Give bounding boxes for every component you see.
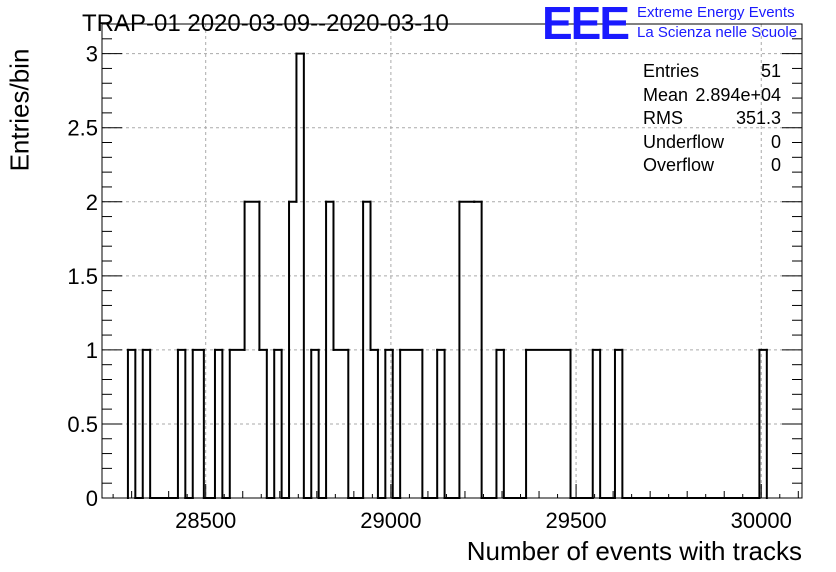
x-tick-labels: 28500 29000 29500 30000 <box>175 508 792 533</box>
y-tick-label: 2 <box>86 190 98 215</box>
y-tick-label: 0 <box>86 486 98 511</box>
x-tick-label: 28500 <box>175 508 236 533</box>
stats-value: 2.894e+04 <box>695 84 781 105</box>
grid-lines <box>102 24 802 498</box>
x-tick-label: 30000 <box>731 508 792 533</box>
stats-row-mean: Mean 2.894e+04 <box>643 84 781 108</box>
x-tick-label: 29000 <box>360 508 421 533</box>
y-tick-label: 2.5 <box>67 116 98 141</box>
chart-title: TRAP-01 2020-03-09--2020-03-10 <box>82 10 449 37</box>
axis-ticks <box>102 23 802 499</box>
stats-value: 0 <box>770 155 781 175</box>
stats-box: Entries 51 Mean 2.894e+04 RMS 351.3 Unde… <box>643 60 781 178</box>
stats-value: 351.3 <box>735 108 781 128</box>
stats-row-rms: RMS 351.3 <box>643 107 781 131</box>
y-tick-label: 1 <box>86 338 98 363</box>
stats-label: Underflow <box>643 131 725 152</box>
stats-label: Entries <box>643 61 700 81</box>
y-tick-labels: 0 0.5 1 1.5 2 2.5 3 <box>67 42 98 511</box>
y-tick-label: 0.5 <box>67 412 98 437</box>
y-axis-label: Entries/bin <box>4 48 35 172</box>
logo-line-2: La Scienza nelle Scuole <box>637 24 798 41</box>
stats-row-overflow: Overflow 0 <box>643 154 781 178</box>
stats-label: Overflow <box>643 155 715 175</box>
y-tick-label: 1.5 <box>67 264 98 289</box>
logo-line-1: Extreme Energy Events <box>637 4 795 21</box>
stats-label: RMS <box>643 108 683 128</box>
histogram-bars <box>126 52 768 499</box>
eee-logo: EEE <box>542 0 630 49</box>
logo-caption: Extreme Energy Events La Scienza nelle S… <box>637 3 797 43</box>
stats-value: 51 <box>760 61 781 81</box>
y-tick-label: 3 <box>86 42 98 67</box>
x-tick-label: 29500 <box>545 508 606 533</box>
stats-row-entries: Entries 51 <box>643 60 781 84</box>
x-axis-label: Number of events with tracks <box>466 536 802 566</box>
stats-label: Mean <box>643 84 689 105</box>
stats-value: 0 <box>770 131 781 152</box>
stats-row-underflow: Underflow 0 <box>643 131 781 155</box>
